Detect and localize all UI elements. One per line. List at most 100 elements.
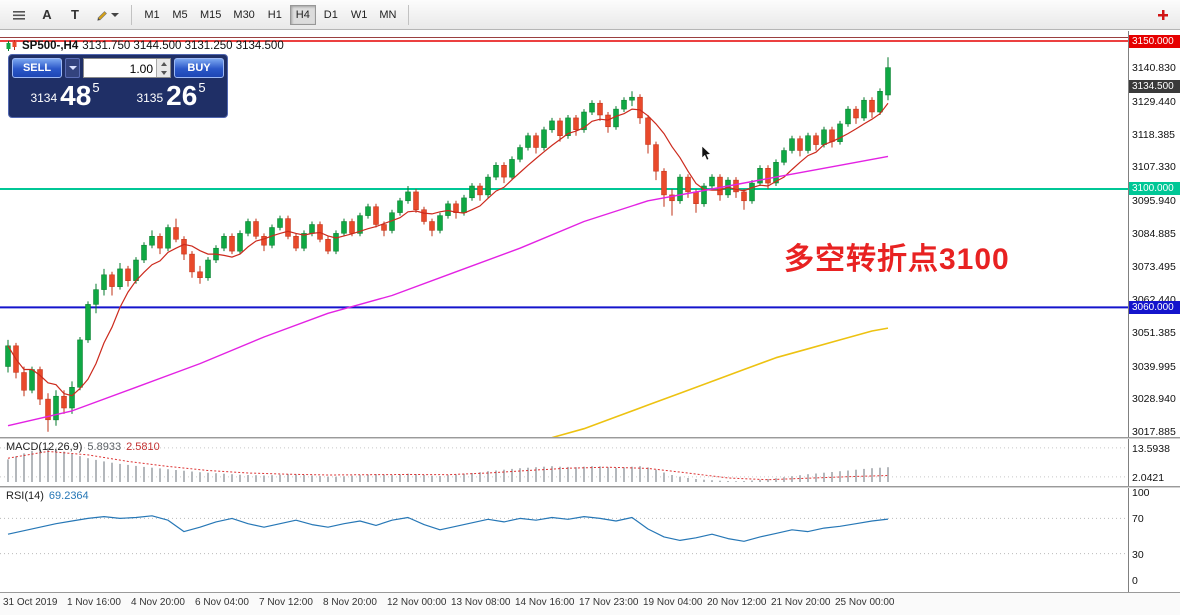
buy-button[interactable]: BUY	[174, 58, 224, 78]
current-price-box: 3134.500	[1129, 80, 1180, 94]
time-axis-label: 6 Nov 04:00	[195, 597, 249, 608]
candle-body	[877, 91, 883, 113]
timeframe-button-h1[interactable]: H1	[267, 8, 282, 21]
timeframe-button-m5[interactable]: M5	[172, 8, 188, 21]
candle-body	[733, 179, 739, 193]
macd-value-signal: 2.5810	[126, 441, 160, 453]
candle-body	[677, 176, 683, 202]
price-level-box: 3150.000	[1129, 34, 1180, 48]
volume-input[interactable]: 1.00	[83, 58, 171, 78]
candle-body	[613, 108, 619, 128]
macd-axis-label: 13.5938	[1132, 442, 1170, 455]
candle-body	[165, 227, 171, 249]
candle-body	[589, 102, 595, 113]
buy-price[interactable]: 3135 26 5	[118, 80, 224, 112]
chart-list-icon[interactable]	[6, 4, 32, 26]
candle-body	[477, 185, 483, 196]
candle-body	[133, 259, 139, 281]
candle-body	[45, 398, 51, 421]
volume-stepper	[156, 59, 170, 77]
price-level-box: 3060.000	[1129, 300, 1180, 314]
candle-body	[805, 135, 811, 151]
sell-price-big: 48	[60, 80, 92, 111]
chart-ohlc-values: 3131.750 3144.500 3131.250 3134.500	[82, 40, 284, 52]
volume-increase-button[interactable]	[157, 59, 170, 68]
candle-body	[333, 233, 339, 252]
candle-body	[693, 191, 699, 204]
volume-dropdown-button[interactable]	[65, 58, 80, 78]
rsi-indicator-panel[interactable]	[0, 488, 1128, 592]
candle-body	[565, 117, 571, 136]
time-axis-label: 17 Nov 23:00	[579, 597, 639, 608]
candle-body	[573, 117, 579, 130]
timeframe-button-m30[interactable]: M30	[233, 8, 255, 21]
list-icon	[13, 10, 25, 20]
timeframe-button-mn[interactable]: MN	[379, 8, 397, 21]
text-tool-icon[interactable]: T	[62, 4, 88, 26]
candle-body	[77, 339, 83, 388]
panel-separator[interactable]	[0, 437, 1180, 439]
timeframe-button-m1[interactable]: M1	[144, 8, 160, 21]
main-price-chart[interactable]	[0, 36, 1128, 437]
top-toolbar: A T M1 M5 M15 M30 H1 H4 D1 W1 MN	[0, 0, 1180, 30]
candle-body	[517, 147, 523, 160]
rsi-name: RSI(14)	[6, 490, 44, 502]
styles-pencil-icon[interactable]	[90, 4, 124, 26]
timeframe-button-m15[interactable]: M15	[200, 8, 222, 21]
time-axis-label: 13 Nov 08:00	[451, 597, 511, 608]
timeframe-button-w1[interactable]: W1	[350, 8, 368, 21]
one-click-trade-panel: SELL 1.00 BUY 3134 48 5 3135 26 5	[8, 54, 228, 118]
time-axis-label: 20 Nov 12:00	[707, 597, 767, 608]
candle-body	[205, 259, 211, 279]
sell-button[interactable]: SELL	[12, 58, 62, 78]
price-axis-tick: 3017.885	[1132, 426, 1176, 438]
rsi-axis-label: 0	[1132, 575, 1138, 587]
timeframe-button-h4[interactable]: H4	[289, 4, 316, 25]
text-tool-glyph: T	[71, 7, 79, 22]
candle-body	[173, 227, 179, 240]
candle-body	[157, 236, 163, 249]
price-axis-tick: 3039.995	[1132, 360, 1176, 373]
price-axis-tick: 3140.830	[1132, 62, 1176, 75]
candle-body	[533, 135, 539, 148]
mouse-pointer-icon	[701, 145, 712, 161]
time-axis[interactable]: 31 Oct 2019 1 Nov 16:00 4 Nov 20:00 6 Nov 0…	[0, 593, 1180, 615]
timeframe-button-d1[interactable]: D1	[323, 8, 338, 21]
red-marker-icon[interactable]	[1157, 9, 1169, 21]
price-axis-tick: 3073.495	[1132, 261, 1176, 274]
price-axis-tick: 3129.440	[1132, 95, 1176, 108]
candle-body	[293, 236, 299, 249]
volume-decrease-button[interactable]	[157, 68, 170, 77]
macd-indicator-panel[interactable]	[0, 439, 1128, 486]
candle-body	[717, 176, 723, 196]
panel-separator	[0, 592, 1180, 593]
sell-price[interactable]: 3134 48 5	[12, 80, 118, 112]
time-axis-label: 4 Nov 20:00	[131, 597, 185, 608]
candle-body	[101, 274, 107, 290]
candle-body	[773, 162, 779, 184]
panel-separator[interactable]	[0, 486, 1180, 488]
volume-value[interactable]: 1.00	[129, 62, 153, 76]
candle-body	[93, 289, 99, 305]
candle-body	[853, 108, 859, 119]
price-axis[interactable]: 3140.830 3129.440 3118.385 3107.330 3095.940…	[1128, 31, 1180, 592]
chart-window-top-border	[0, 37, 1180, 38]
time-axis-label: 1 Nov 16:00	[67, 597, 121, 608]
candle-body	[813, 135, 819, 145]
candle-body	[365, 206, 371, 216]
candle-body	[661, 170, 667, 196]
candle-body	[549, 120, 555, 131]
candle-body	[749, 182, 755, 202]
time-axis-label: 7 Nov 12:00	[259, 597, 313, 608]
candle-body	[277, 218, 283, 228]
candle-body	[261, 236, 267, 246]
price-axis-tick: 3095.940	[1132, 194, 1176, 207]
candle-body	[285, 218, 291, 237]
arrow-up-icon	[160, 61, 167, 66]
pointer-a-icon[interactable]: A	[34, 4, 60, 26]
candle-body	[789, 138, 795, 151]
candle-body	[189, 253, 195, 273]
trade-panel-prices: 3134 48 5 3135 26 5	[12, 80, 224, 112]
candle-body	[197, 271, 203, 278]
candle-body	[557, 120, 563, 136]
